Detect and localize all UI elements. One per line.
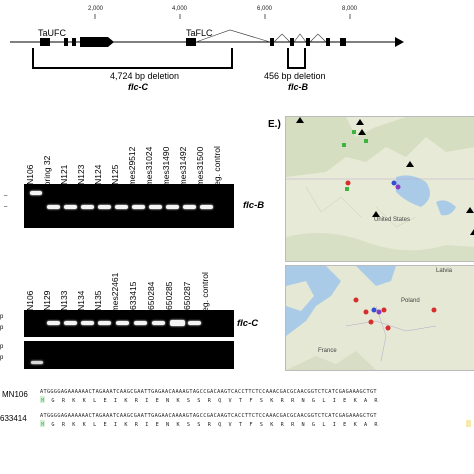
- ladder-mark: p: [0, 355, 4, 361]
- gel-band: [166, 205, 179, 209]
- gel-image-flc-c-lower: [24, 341, 234, 369]
- start-codon-highlight: [40, 396, 45, 403]
- map-label-poland: Poland: [401, 298, 420, 304]
- map-north-america: United States: [285, 116, 474, 262]
- map-europe: Poland France Latvia: [285, 265, 474, 371]
- gel-band: [183, 205, 196, 209]
- seq-row2: ATGGGGAGAAAAAACTAGAAATCAAGCGAATTGAGAACAA…: [40, 413, 377, 419]
- gel-image-flc-c-upper: [24, 310, 234, 337]
- deletion-b-name: flc-B: [288, 82, 308, 92]
- aa-row2: M G R K K L E I K R I E N K S S R Q V T …: [41, 422, 378, 428]
- deletion-c-name: flc-C: [128, 82, 148, 92]
- tick-2000: 2,000: [88, 6, 104, 12]
- map-label-united-states: United States: [374, 217, 411, 223]
- gel-band: [200, 205, 213, 209]
- gel-band: [170, 320, 185, 326]
- gene-label-taufc: TaUFC: [38, 28, 67, 38]
- gel-band: [31, 361, 43, 364]
- gel-band: [134, 321, 147, 325]
- gel-band: [64, 205, 77, 209]
- ladder-mark: p: [0, 314, 4, 320]
- deletion-c-size: 4,724 bp deletion: [110, 71, 180, 81]
- seq-name-row1: MN106: [2, 390, 28, 399]
- gene-label-taflc: TaFLC: [186, 28, 213, 38]
- map-label-france: France: [318, 348, 337, 354]
- gel-band: [188, 321, 201, 325]
- gel-band: [149, 205, 162, 209]
- panel-letter-e: E.): [268, 119, 281, 130]
- map-label-latvia: Latvia: [436, 268, 453, 274]
- tick-6000: 6,000: [257, 6, 273, 12]
- variant-highlight: [466, 420, 471, 427]
- gene-track: [10, 14, 404, 69]
- ladder-mark: p: [0, 344, 4, 350]
- tick-4000: 4,000: [172, 6, 188, 12]
- seq-row1: ATGGGGAGAAAAAACTAGAAATCAAGCGAATTGAGAACAA…: [40, 389, 377, 395]
- gel-band: [132, 205, 145, 209]
- gel-band: [116, 321, 129, 325]
- seq-name-row2: 633414: [0, 414, 27, 423]
- gel-band: [98, 205, 111, 209]
- gel-band: [30, 191, 42, 195]
- map-north-america-canvas: [286, 117, 474, 261]
- ladder-mark: –: [4, 193, 8, 199]
- gel-tag-flc-c: flc-C: [237, 318, 259, 329]
- ladder-mark: –: [4, 204, 8, 210]
- gel-band: [152, 321, 165, 325]
- deletion-b-size: 456 bp deletion: [264, 71, 326, 81]
- tick-8000: 8,000: [342, 6, 358, 12]
- gel-band: [81, 205, 94, 209]
- gel-band: [115, 205, 128, 209]
- gel-image-flc-b: [24, 184, 234, 228]
- gel-band: [81, 321, 94, 325]
- aa-row1: M G R K K L E I K R I E N K S S R Q V T …: [41, 398, 378, 404]
- map-europe-canvas: [286, 266, 474, 370]
- start-codon-highlight: [40, 420, 45, 427]
- gel-band: [98, 321, 111, 325]
- gel-band: [64, 321, 77, 325]
- gel-tag-flc-b: flc-B: [243, 200, 265, 211]
- gel-band: [47, 321, 60, 325]
- gel-band: [47, 205, 60, 209]
- ladder-mark: p: [0, 325, 4, 331]
